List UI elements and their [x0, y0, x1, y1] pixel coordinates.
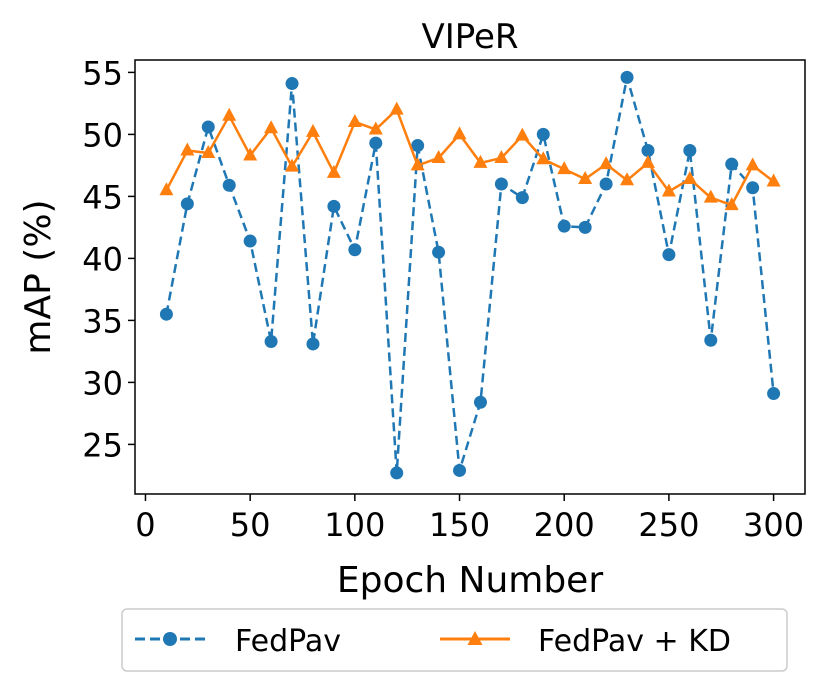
- data-point-fedpav-kd: [620, 172, 635, 186]
- data-point-fedpav: [641, 144, 655, 158]
- chart-title: VIPeR: [421, 17, 518, 57]
- data-point-fedpav: [704, 333, 718, 347]
- data-point-fedpav-kd: [326, 164, 341, 178]
- x-axis-label: Epoch Number: [337, 560, 603, 601]
- data-point-fedpav: [453, 463, 467, 477]
- data-point-fedpav: [578, 220, 592, 234]
- data-point-fedpav-kd: [452, 126, 467, 140]
- legend: FedPav FedPav + KD: [121, 608, 788, 672]
- x-tick-label: 0: [135, 506, 155, 544]
- data-point-fedpav-kd: [159, 182, 174, 196]
- data-point-fedpav: [264, 334, 278, 348]
- data-point-fedpav-kd: [285, 158, 300, 172]
- y-tick-label: 45: [82, 178, 123, 216]
- legend-fedpavkd-label: FedPav + KD: [538, 624, 731, 659]
- data-point-fedpav-kd: [180, 142, 195, 156]
- plot-series: [159, 70, 781, 480]
- data-point-fedpav: [515, 191, 529, 205]
- data-point-fedpav: [473, 395, 487, 409]
- data-point-fedpav: [725, 157, 739, 171]
- data-point-fedpav-kd: [222, 107, 237, 121]
- data-point-fedpav: [390, 466, 404, 480]
- data-point-fedpav: [159, 307, 173, 321]
- data-point-fedpav-kd: [201, 145, 216, 158]
- data-point-fedpav-kd: [557, 161, 572, 175]
- tick-marks: [128, 71, 775, 501]
- data-point-fedpav-kd: [368, 121, 383, 135]
- data-point-fedpav: [557, 219, 571, 233]
- series-line-fedpav-kd: [165, 107, 775, 207]
- data-point-fedpav: [599, 177, 613, 191]
- data-point-fedpav: [494, 177, 508, 191]
- data-point-fedpav: [369, 136, 383, 150]
- data-point-fedpav: [411, 139, 425, 153]
- y-tick-label: 35: [82, 302, 123, 340]
- data-point-fedpav-kd: [389, 101, 404, 115]
- legend-fedpav-label: FedPav: [235, 624, 341, 659]
- data-point-fedpav-kd: [515, 127, 530, 141]
- y-tick-label: 55: [82, 54, 123, 92]
- x-tick-label: 250: [638, 506, 699, 544]
- data-point-fedpav: [180, 197, 194, 211]
- data-point-fedpav-kd: [724, 197, 739, 211]
- data-point-fedpav-kd: [640, 154, 655, 168]
- data-point-fedpav-kd: [431, 149, 446, 163]
- data-point-fedpav: [243, 234, 257, 248]
- data-point-fedpav-kd: [347, 114, 362, 127]
- data-point-fedpav-kd: [305, 123, 320, 137]
- data-point-fedpav-kd: [745, 157, 760, 171]
- data-point-fedpav: [432, 245, 446, 259]
- x-tick-label: 50: [230, 506, 271, 544]
- data-point-fedpav-kd: [682, 171, 697, 185]
- data-point-fedpav-kd: [536, 151, 551, 165]
- y-axis-label: mAP (%): [18, 199, 59, 354]
- data-point-fedpav-kd: [703, 189, 718, 203]
- data-point-fedpav-kd: [578, 171, 593, 185]
- data-point-fedpav: [306, 337, 320, 351]
- data-point-fedpav-kd: [410, 157, 425, 171]
- data-point-fedpav-kd: [766, 173, 781, 187]
- x-tick-label: 200: [534, 506, 595, 544]
- data-point-fedpav-kd: [599, 156, 614, 170]
- tick-labels: 0 50 100 150 200 250 300 25 30 35 40 45 50 55: [82, 54, 804, 544]
- data-point-fedpav: [683, 144, 697, 158]
- data-point-fedpav: [662, 248, 676, 262]
- data-point-fedpav-kd: [661, 183, 676, 197]
- data-point-fedpav-kd: [243, 147, 258, 161]
- data-point-fedpav: [348, 243, 362, 257]
- y-tick-label: 25: [82, 426, 123, 464]
- y-tick-label: 50: [82, 116, 123, 154]
- x-tick-label: 150: [429, 506, 490, 544]
- series-line-fedpav: [165, 77, 775, 473]
- x-tick-label: 300: [743, 506, 804, 544]
- data-point-fedpav: [201, 120, 215, 134]
- data-point-fedpav-kd: [473, 154, 488, 168]
- data-point-fedpav-kd: [494, 149, 509, 163]
- data-point-fedpav: [620, 70, 634, 84]
- data-point-fedpav: [767, 387, 781, 401]
- legend-fedpav-marker: [163, 632, 177, 646]
- data-point-fedpav: [536, 127, 550, 141]
- plot-frame: [134, 59, 806, 495]
- data-point-fedpav: [222, 178, 236, 192]
- data-point-fedpav: [285, 77, 299, 91]
- y-tick-label: 40: [82, 240, 123, 278]
- data-point-fedpav: [327, 199, 341, 213]
- data-point-fedpav: [746, 181, 760, 195]
- legend-fedpavkd-marker: [467, 631, 483, 645]
- y-tick-label: 30: [82, 364, 123, 402]
- x-tick-label: 100: [324, 506, 385, 544]
- data-point-fedpav-kd: [264, 120, 279, 134]
